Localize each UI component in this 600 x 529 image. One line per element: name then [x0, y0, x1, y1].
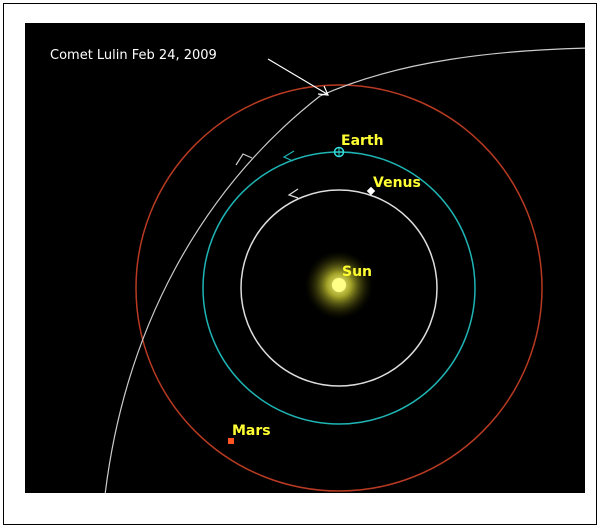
comet-path — [104, 47, 585, 493]
mars-label: Mars — [232, 423, 271, 439]
earth-direction-arrow — [282, 150, 295, 162]
venus — [366, 186, 376, 196]
annotation-leader — [267, 58, 328, 95]
venus-label: Venus — [373, 175, 421, 191]
annotation-arrowhead — [317, 85, 329, 96]
comet-direction-arrow — [235, 153, 253, 166]
space-panel — [25, 23, 585, 493]
sun-label: Sun — [342, 264, 372, 280]
earth-label: Earth — [341, 133, 384, 149]
mars — [228, 438, 234, 444]
comet-annotation: Comet Lulin Feb 24, 2009 — [50, 48, 217, 63]
venus-direction-arrow — [287, 188, 299, 199]
sun — [332, 278, 346, 292]
mars-orbit — [135, 84, 543, 492]
venus-orbit — [240, 189, 438, 387]
